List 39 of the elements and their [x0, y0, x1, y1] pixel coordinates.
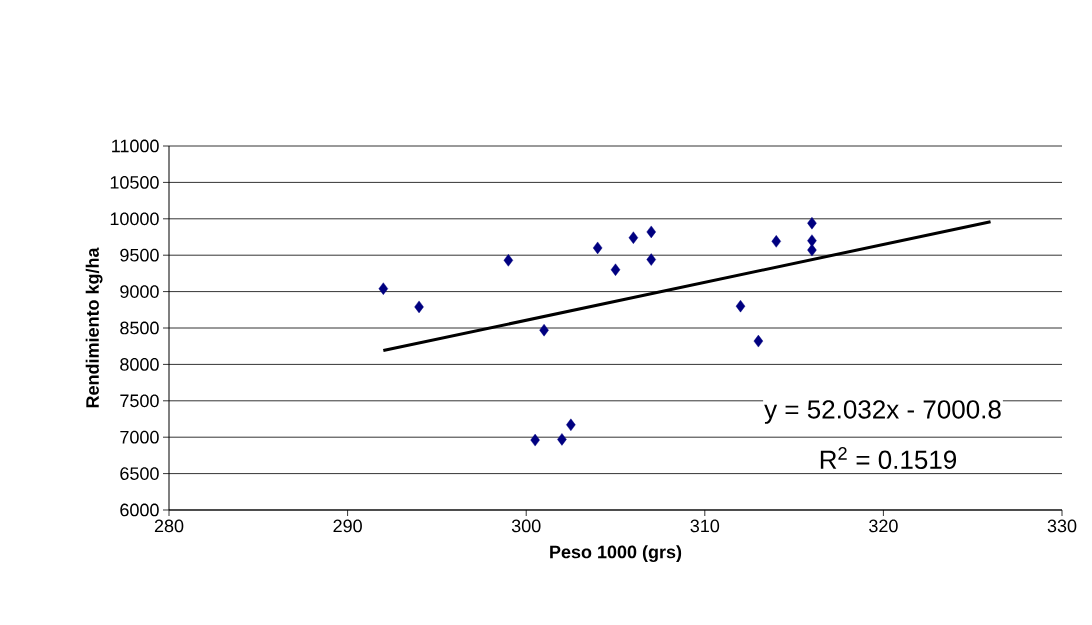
point	[610, 263, 621, 276]
y-tick-label: 6000	[120, 503, 159, 517]
point	[592, 241, 603, 255]
point	[628, 231, 639, 244]
point	[414, 300, 424, 314]
annotation: y = 52.032x - 7000.8	[764, 400, 1001, 424]
annotation: R$^{2}$ = 0.1519	[820, 447, 957, 469]
y-tick-label: 10500	[110, 176, 159, 189]
point	[735, 299, 746, 313]
y-tick-label: 8000	[120, 358, 159, 371]
x-tick-label: 330	[1047, 519, 1077, 533]
y-tick-label: 9500	[120, 248, 159, 262]
x-tick-label: 280	[154, 519, 184, 533]
point	[530, 433, 540, 447]
point	[646, 225, 656, 239]
y-tick-label: 7500	[120, 394, 159, 408]
point	[807, 216, 817, 230]
x-tick-label: 290	[333, 519, 362, 533]
point	[378, 282, 389, 295]
point	[503, 254, 514, 267]
x-tick-label: 300	[511, 519, 541, 533]
x-tick-label: 320	[869, 519, 898, 533]
point	[646, 253, 656, 266]
y-axis-title: Rendimiento kg/ha	[85, 247, 103, 408]
point	[539, 323, 549, 337]
y-tick-label: 8500	[120, 321, 159, 335]
x-axis-title: Peso 1000 (grs)	[550, 545, 682, 562]
y-tick-label: 11000	[112, 139, 159, 153]
y-tick-label: 6500	[120, 467, 159, 480]
y-tick-label: 9000	[120, 285, 159, 298]
x-tick-label: 310	[690, 519, 720, 533]
y-tick-label: 10000	[110, 212, 159, 226]
y-tick-label: 7000	[120, 430, 159, 444]
point	[771, 235, 781, 248]
point	[566, 418, 576, 432]
point	[807, 243, 817, 257]
point	[807, 234, 817, 247]
point	[753, 334, 764, 348]
point	[557, 433, 567, 446]
